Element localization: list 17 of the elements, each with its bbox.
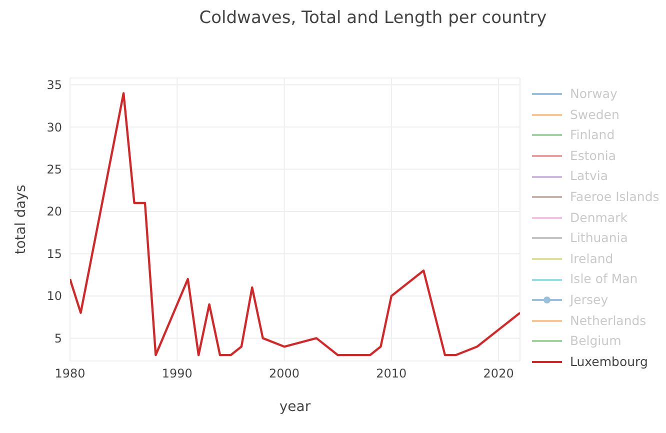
x-tick-label: 2020 (483, 366, 514, 381)
x-tick-label: 1990 (162, 366, 192, 381)
line-series (70, 92, 520, 356)
y-tick-label: 25 (46, 162, 62, 176)
y-tick-label: 30 (46, 120, 62, 134)
y-tick-label: 5 (54, 331, 62, 346)
x-tick-label: 1980 (54, 366, 86, 381)
y-tick-label: 20 (46, 204, 62, 219)
y-tick-label: 10 (46, 289, 62, 304)
x-tick-label: 2010 (376, 366, 407, 381)
x-axis-title: year (279, 399, 311, 415)
y-axis-title: total days (12, 184, 29, 254)
x-tick-label: 2000 (269, 366, 300, 381)
legend-label: Luxembourg (570, 352, 648, 371)
chart-title: Coldwaves, Total and Length per country (198, 8, 548, 28)
y-tick-label: 35 (46, 78, 62, 92)
y-tick-label: 15 (46, 246, 62, 261)
